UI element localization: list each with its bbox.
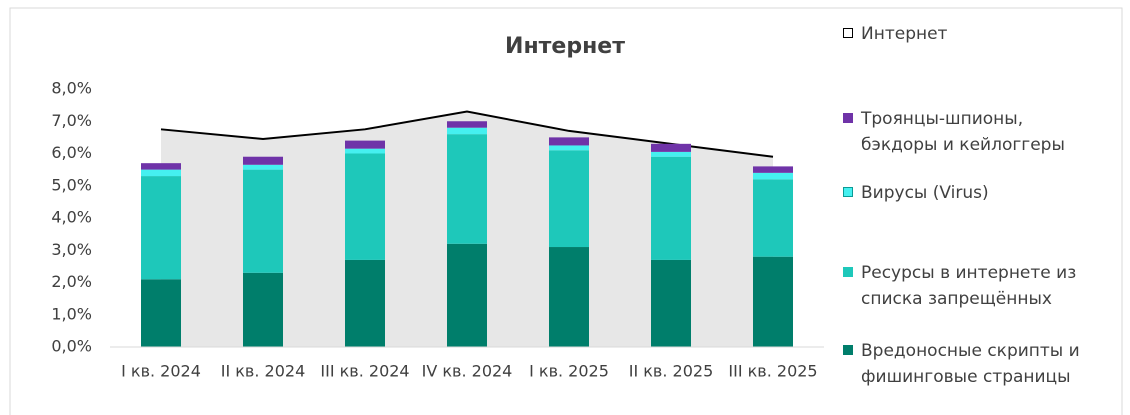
y-tick-label: 3,0%	[51, 240, 92, 259]
legend-swatch	[843, 187, 853, 197]
x-tick-label: III кв. 2025	[728, 362, 817, 381]
legend-swatch	[843, 345, 853, 355]
legend-label: Интернет	[861, 24, 948, 44]
legend-swatch	[843, 28, 853, 38]
bar-segment	[243, 156, 283, 165]
legend-label: Троянцы-шпионы, бэкдоры и кейлоггеры	[861, 109, 1065, 155]
x-tick-label: I кв. 2025	[529, 362, 609, 381]
legend-swatch	[843, 113, 853, 123]
bar-segment	[549, 150, 589, 248]
legend-item: Троянцы-шпионы, бэкдоры и кейлоггеры	[843, 106, 1113, 158]
bar-segment	[447, 134, 487, 244]
chart-border	[9, 7, 1123, 415]
bar-segment	[141, 169, 181, 177]
x-tick-label: I кв. 2024	[121, 362, 201, 381]
bar-segment	[345, 153, 385, 260]
y-tick-label: 4,0%	[51, 208, 92, 227]
bar-segment	[753, 179, 793, 257]
legend-item: Интернет	[843, 21, 1113, 47]
y-tick-label: 7,0%	[51, 111, 92, 130]
bar-segment	[651, 259, 691, 347]
bar-segment	[345, 140, 385, 149]
legend-item: Ресурсы в интернете из списка запрещённы…	[843, 260, 1113, 312]
bar-segment	[345, 148, 385, 154]
y-tick-label: 8,0%	[51, 79, 92, 98]
x-tick-label: II кв. 2024	[221, 362, 306, 381]
y-tick-label: 5,0%	[51, 175, 92, 194]
bar-segment	[447, 127, 487, 135]
y-tick-label: 1,0%	[51, 304, 92, 323]
bar-segment	[243, 164, 283, 170]
y-tick-label: 6,0%	[51, 143, 92, 162]
bar-segment	[447, 121, 487, 128]
bar-segment	[345, 259, 385, 347]
bar-segment	[243, 169, 283, 273]
bar-segment	[243, 272, 283, 347]
bar-segment	[549, 137, 589, 146]
bar-segment	[447, 243, 487, 347]
legend-item: Вирусы (Virus)	[843, 180, 1113, 206]
y-tick-label: 0,0%	[51, 337, 92, 356]
x-tick-label: II кв. 2025	[629, 362, 714, 381]
y-tick-label: 2,0%	[51, 272, 92, 291]
legend-label: Вредоносные скрипты и фишинговые страниц…	[861, 341, 1080, 387]
bar-segment	[651, 156, 691, 260]
bar-segment	[753, 166, 793, 173]
bar-segment	[753, 256, 793, 347]
legend-label: Ресурсы в интернете из списка запрещённы…	[861, 263, 1077, 309]
bar-segment	[141, 163, 181, 170]
bar-segment	[549, 145, 589, 151]
bar-segment	[651, 151, 691, 157]
bar-segment	[141, 279, 181, 347]
bar-segment	[753, 172, 793, 180]
bar-segment	[651, 143, 691, 152]
legend-item: Вредоносные скрипты и фишинговые страниц…	[843, 338, 1113, 390]
legend-label: Вирусы (Virus)	[861, 183, 989, 203]
bar-segment	[141, 176, 181, 280]
legend-swatch	[843, 267, 853, 277]
bar-segment	[549, 247, 589, 347]
x-tick-label: IV кв. 2024	[422, 362, 513, 381]
x-tick-label: III кв. 2024	[320, 362, 409, 381]
chart-title: Интернет	[505, 34, 625, 59]
